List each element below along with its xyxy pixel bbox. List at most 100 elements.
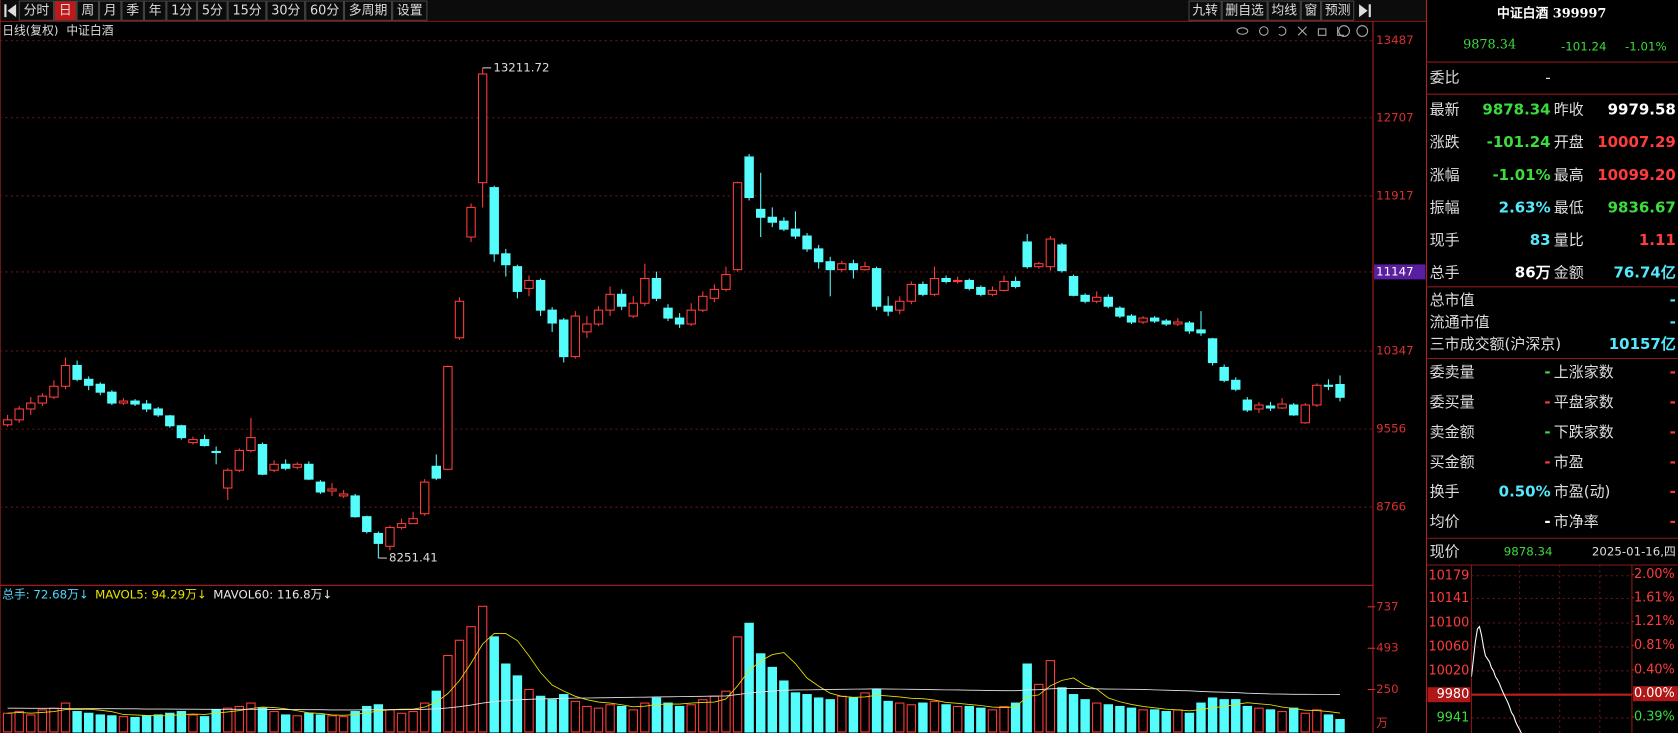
tab-box[interactable] [1267,0,1301,21]
volume-bar [895,702,905,733]
candle-body [396,523,407,529]
toolbar-tab[interactable]: 窗 [1305,4,1318,19]
candle-body [1092,296,1102,302]
tab-box[interactable] [1300,0,1322,21]
volume-bar [790,692,801,733]
field-label: 换手 [1430,483,1460,501]
tab-box[interactable] [266,0,306,21]
candle-body [605,293,615,311]
toolbar-tab[interactable]: 季 [126,4,139,19]
tab-box[interactable] [98,0,122,21]
toolbar-tab[interactable]: 5分 [202,4,223,19]
toolbar-tab[interactable]: 多周期 [349,4,387,19]
volume-bar [199,716,210,733]
volume-bar [640,702,650,733]
field-label: 市盈 [1554,453,1584,471]
tab-box[interactable] [54,0,77,21]
toolbar-tab[interactable]: 日 [59,4,72,19]
toolbar-tab[interactable]: 周 [81,4,94,19]
volume-bar [628,709,638,733]
tab-box[interactable] [227,0,267,21]
candle-body [1219,366,1229,381]
field-value: 10099.20 [1597,166,1676,184]
first-icon[interactable] [4,4,7,18]
tab-box[interactable] [76,0,99,21]
field-label: 最高 [1554,166,1584,184]
tab-box[interactable] [121,0,144,21]
candle-body [1184,322,1195,332]
tab-box[interactable] [197,0,228,21]
undo-icon[interactable] [1278,26,1287,36]
candle-body [1068,276,1079,296]
tab-box[interactable] [18,0,55,21]
delete-icon[interactable] [1337,26,1345,36]
lock-icon[interactable] [1317,28,1327,36]
volume-bar [257,707,268,733]
tab-box[interactable] [1188,0,1222,21]
field-value: 9878.34 [1504,545,1553,559]
toolbar-tab[interactable]: 月 [104,4,117,19]
toolbar-tab[interactable]: 删自选 [1225,4,1264,19]
volume-bar [2,712,13,733]
toolbar-tab[interactable]: 预测 [1325,4,1351,19]
candle-body [1300,404,1310,424]
toolbar-tab[interactable]: 1分 [171,4,192,19]
volume-bar [1323,714,1334,733]
field-label: 委比 [1430,69,1460,87]
candle-body [466,206,476,238]
tick-highlight [1632,686,1678,702]
end-icon[interactable] [1368,4,1371,18]
volume-bar [1207,697,1218,733]
volume-bar [419,702,430,733]
volume-bar [454,639,465,733]
toolbar-tab[interactable]: 均线 [1271,4,1297,19]
toolbar-tab[interactable]: 30分 [271,4,300,19]
volume-bar [929,700,940,733]
field-value: 9836.67 [1608,198,1676,216]
toolbar-tab[interactable]: 年 [149,4,162,19]
back-icon[interactable] [7,4,17,18]
volume-bar [1115,705,1125,733]
volume-bar [825,699,835,733]
candle-body [616,293,627,307]
toolbar-tab[interactable]: 设置 [397,4,423,19]
toolbar-tab[interactable]: 九转 [1192,4,1218,19]
field-label: 最低 [1554,198,1584,216]
tab-box[interactable] [392,0,428,21]
volume-bar [1103,704,1114,733]
forward-icon[interactable] [1359,4,1368,18]
tab-box[interactable] [1321,0,1355,21]
zoom-in-icon[interactable] [1338,25,1350,37]
volume-bar [362,705,372,733]
candle-body [431,465,441,479]
tab-box[interactable] [343,0,393,21]
y2-tick-label: 0.00% [1634,686,1675,701]
tab-box[interactable] [166,0,198,21]
field-value: 83 [1530,231,1551,249]
volume-bar [118,716,129,733]
toolbar-tab[interactable]: 60分 [310,4,339,19]
toolbar-tab[interactable]: 15分 [232,4,261,19]
y2-tick-label: 1.21% [1634,614,1675,629]
field-label: 市盈(动) [1554,483,1611,501]
volume-bar [1288,707,1299,733]
candle-body [628,302,638,317]
candle-body [999,280,1009,291]
zoom-out-icon[interactable] [1356,25,1369,37]
toolbar-tab[interactable]: 分时 [24,4,50,19]
eye-icon[interactable] [1236,27,1249,35]
candle-body [651,277,662,299]
quote-change: -101.24 [1561,40,1606,54]
tab-box[interactable] [305,0,344,21]
volume-bar [547,699,557,733]
candle-body [1010,280,1021,287]
tab-box[interactable] [143,0,167,21]
candle-body [338,493,349,497]
hand-icon[interactable] [1259,26,1269,36]
candle-body [1335,383,1345,398]
volume-bar [941,704,951,733]
cut-icon[interactable] [1297,26,1308,36]
tab-box[interactable] [1221,0,1268,21]
volume-bar [165,712,175,733]
